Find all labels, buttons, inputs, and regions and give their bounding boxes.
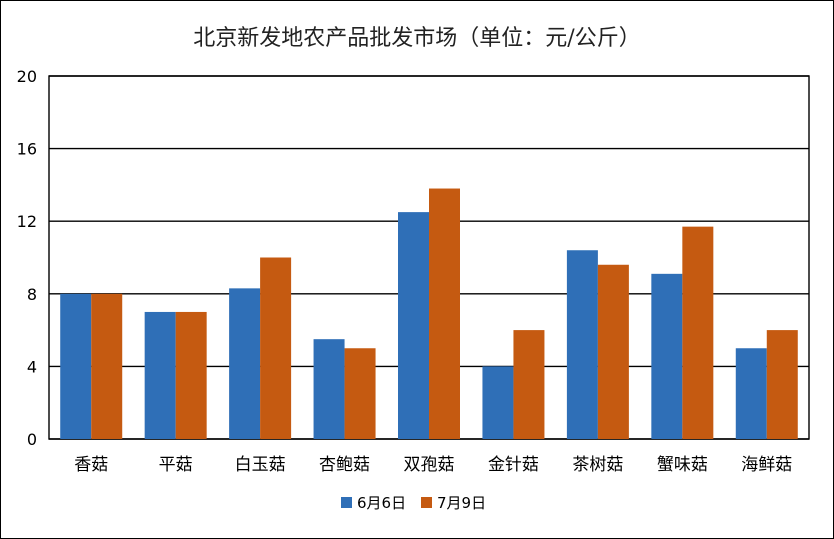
bar-series-2 [344,348,376,439]
x-axis: 香菇 平菇 白玉菇 杏鲍菇 双孢菇 金针菇 茶树菇 蟹味菇 海鲜菇 [74,455,792,475]
x-tick-label: 平菇 [159,455,193,475]
bar-series-2 [260,257,292,439]
y-tick-label: 12 [17,212,37,231]
y-tick-label: 16 [17,140,37,159]
x-tick-label: 白玉菇 [235,455,286,475]
y-tick-label: 8 [27,285,37,304]
bar-series-2 [175,311,207,439]
bars [60,188,798,439]
legend-swatch [341,497,352,508]
x-tick-label: 杏鲍菇 [319,455,370,475]
x-tick-label: 茶树菇 [572,455,623,475]
bar-series-2 [513,330,545,439]
bar-series-2 [766,330,798,439]
bar-series-1 [144,311,176,439]
x-tick-label: 金针菇 [488,455,539,475]
x-tick-label: 双孢菇 [404,455,455,475]
x-tick-label: 蟹味菇 [657,455,708,475]
x-tick-label: 香菇 [74,455,108,475]
bar-series-2 [91,293,123,439]
bar-series-1 [566,250,598,439]
bar-series-1 [229,288,261,439]
bar-series-1 [651,273,683,439]
bar-series-1 [313,339,345,439]
bar-series-1 [60,293,92,439]
bar-series-1 [735,348,767,439]
bar-series-1 [482,366,514,439]
legend-label: 7月9日 [437,494,486,512]
legend: 6月6日 7月9日 [341,494,486,512]
chart-title: 北京新发地农产品批发市场（单位：元/公斤） [193,26,640,51]
y-tick-label: 4 [27,357,37,376]
legend-label: 6月6日 [357,494,406,512]
bar-series-1 [398,212,429,439]
bar-series-2 [429,188,460,439]
y-tick-label: 20 [17,67,37,86]
legend-swatch [421,497,432,508]
bar-series-2 [682,226,714,439]
y-tick-label: 0 [27,430,37,449]
y-axis: 0 4 8 12 16 20 [17,67,37,449]
x-tick-label: 海鲜菇 [741,455,792,475]
bar-series-2 [597,264,629,439]
